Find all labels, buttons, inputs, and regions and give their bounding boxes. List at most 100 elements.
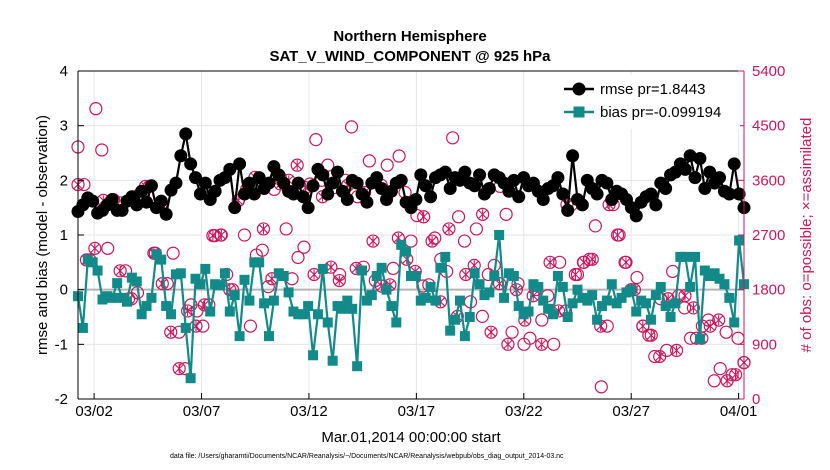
bias-point: [190, 273, 201, 284]
bias-point: [459, 331, 470, 342]
bias-point: [552, 271, 563, 281]
rmse-point: [688, 171, 702, 185]
obs-possible-marker: [630, 270, 644, 285]
bias-point: [386, 301, 397, 312]
obs-assimilated-marker: [366, 234, 380, 248]
bias-point: [567, 298, 578, 309]
rmse-point: [198, 176, 212, 190]
obs-possible-marker: [719, 325, 733, 339]
bias-point: [401, 246, 412, 257]
bias-point: [215, 280, 226, 291]
bias-point: [665, 312, 676, 322]
right-tick-labels: 0 900 1800 2700 3600 4500 5400: [738, 63, 785, 408]
obs-assimilated-marker: [678, 289, 692, 303]
rmse-point: [536, 192, 550, 206]
bias-point: [200, 263, 211, 274]
bias-point: [396, 239, 407, 250]
rmse-point: [189, 171, 203, 185]
rmse-point: [228, 201, 242, 215]
rmse-point: [242, 176, 256, 190]
bias-point: [166, 309, 177, 320]
rmse-point: [105, 192, 119, 206]
obs-possible-marker: [648, 349, 662, 364]
rmse-point: [683, 149, 697, 163]
rmse-point: [291, 176, 305, 190]
rmse-point: [424, 190, 438, 204]
obs-possible-marker: [95, 143, 109, 157]
bias-point: [454, 295, 465, 306]
obs-possible-marker: [446, 131, 460, 145]
bias-point: [425, 281, 436, 292]
y-axis-label-right: # of obs: o=possible; ×=assimilated: [798, 118, 815, 353]
rmse-point: [296, 190, 310, 204]
obs-assimilated-marker: [636, 319, 650, 333]
rmse-point: [458, 165, 472, 179]
bias-point: [219, 268, 230, 279]
x-tick-label: 03/22: [505, 403, 543, 420]
rmse-point: [722, 187, 736, 201]
bias-point: [366, 290, 377, 301]
chart-subtitle: SAT_V_WIND_COMPONENT @ 925 hPa: [269, 48, 551, 65]
bias-point: [719, 279, 730, 290]
obs-possible-marker: [196, 319, 210, 333]
bias-point: [381, 284, 392, 295]
bias-point: [616, 292, 627, 303]
bias-point: [694, 333, 705, 344]
rmse-point: [678, 162, 692, 176]
bias-point: [298, 309, 309, 320]
obs-assimilated-marker: [501, 337, 515, 351]
obs-possible-marker: [713, 362, 727, 376]
bias-point: [156, 254, 167, 265]
bias-point: [131, 276, 142, 287]
bias-point: [670, 298, 681, 309]
rmse-point: [262, 176, 276, 190]
obs-possible-marker: [160, 276, 174, 291]
obs-possible-marker: [505, 325, 519, 339]
data-file-caption: data file: /Users/gharamti/Documents/NCA…: [170, 453, 564, 460]
x-tick-labels: 03/02 03/07 03/12 03/17 03/22 03/27 04/01: [75, 393, 757, 420]
rmse-point: [409, 192, 423, 206]
bias-point: [278, 271, 289, 281]
y-tick-label-left: -2: [55, 391, 68, 408]
bias-point: [587, 290, 598, 301]
rmse-point: [233, 157, 247, 171]
rmse-point: [208, 184, 222, 198]
bias-point: [180, 322, 191, 333]
bias-point: [376, 262, 387, 273]
bias-point: [606, 279, 617, 290]
bias-point: [121, 296, 132, 307]
bias-point: [582, 295, 593, 306]
obs-possible-marker: [255, 243, 269, 257]
y-tick-label-right: 2700: [752, 227, 785, 244]
rmse-point: [174, 149, 188, 163]
bias-point: [533, 281, 544, 292]
rmse-point: [140, 195, 154, 209]
bias-point: [322, 317, 333, 328]
obs-assimilated-marker: [585, 252, 599, 266]
rmse-point: [566, 149, 580, 163]
bias-point: [151, 249, 162, 260]
bias-point: [361, 295, 372, 306]
bias-point: [596, 301, 607, 312]
left-tick-labels: -2 -1 0 1 2 3 4: [55, 63, 84, 408]
bias-point: [234, 331, 245, 342]
y-tick-label-right: 4500: [752, 118, 785, 135]
rmse-point: [732, 187, 746, 201]
obs-assimilated-marker: [619, 255, 633, 269]
rmse-point: [326, 176, 340, 190]
bias-point: [714, 273, 725, 284]
rmse-point: [438, 165, 452, 179]
legend-rmse-label: rmse pr=1.8443: [600, 81, 705, 98]
rmse-point: [414, 168, 428, 182]
bias-point: [327, 355, 338, 366]
obs-possible-marker: [523, 331, 537, 345]
bias-point: [464, 312, 475, 322]
chart-title: Northern Hemisphere: [333, 28, 486, 45]
obs-possible-marker: [499, 207, 513, 221]
bias-point: [469, 268, 480, 279]
bias-point: [513, 301, 524, 312]
bias-point: [430, 295, 441, 306]
obs-possible-marker: [451, 210, 466, 224]
rmse-point: [223, 162, 237, 176]
y-tick-label-left: 1: [60, 227, 68, 244]
